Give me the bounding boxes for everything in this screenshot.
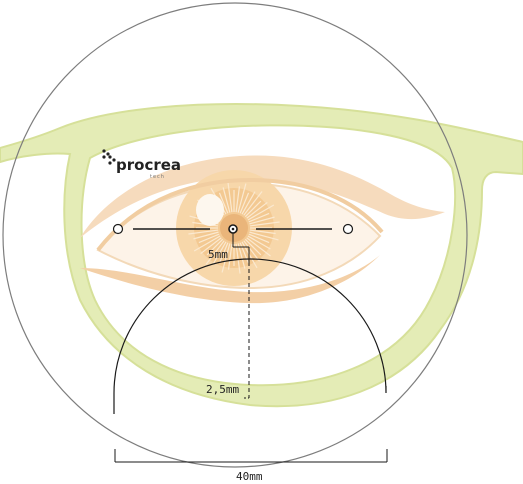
iris-ray — [247, 204, 275, 221]
vertical-drop-label: 2,5mm — [206, 383, 239, 396]
lower-lash — [80, 255, 380, 304]
logo-arrow-icon — [102, 149, 116, 165]
iris-ray — [188, 229, 219, 235]
iris-ray — [205, 240, 225, 265]
lens-outline — [2, 2, 468, 468]
segment-arc — [113, 258, 387, 414]
iris-ray — [193, 235, 221, 252]
iris-ray — [235, 243, 241, 274]
glasses-frame — [0, 103, 523, 408]
iris-ray — [247, 235, 271, 250]
iris-ray — [246, 201, 268, 219]
iris-ray — [221, 243, 231, 273]
iris-ray — [239, 192, 250, 214]
iris-ray — [193, 231, 219, 240]
eyebrow-sweep — [80, 155, 445, 238]
iris-ray — [246, 237, 271, 257]
iris-ray — [248, 233, 270, 244]
iris-ray — [227, 182, 233, 213]
iris-ray — [237, 243, 246, 269]
iris-ray — [249, 221, 280, 227]
logo-sub: tech — [150, 174, 165, 180]
iris-ray — [239, 242, 250, 264]
iris-ray — [222, 187, 231, 213]
logo-name: procrea — [116, 156, 181, 174]
iris-ray — [244, 238, 262, 256]
pupil-offset-label: 5mm — [208, 248, 228, 261]
iris-ray — [241, 191, 256, 215]
iris-ray — [237, 183, 247, 213]
iris-ray — [198, 233, 220, 244]
iris-ray — [249, 229, 276, 235]
iris-ray — [235, 186, 241, 213]
width-dimension — [114, 449, 388, 463]
iris-ray — [243, 240, 261, 262]
right-marker — [342, 223, 354, 235]
iris-ray — [243, 191, 263, 216]
iris-ray — [249, 231, 279, 241]
iris-ray — [244, 200, 262, 218]
upper-lid — [96, 177, 384, 252]
iris-ray — [249, 216, 275, 225]
eye-highlight — [196, 194, 224, 226]
width-label: 40mm — [236, 470, 263, 483]
frame-shape — [0, 103, 523, 408]
procrea-logo: procrea tech — [102, 149, 181, 180]
pupil-distance-line — [112, 223, 354, 235]
iris-ray — [212, 241, 227, 265]
iris-ray — [248, 212, 270, 223]
iris-ray — [218, 192, 229, 214]
iris-ray — [218, 242, 229, 264]
iris-ray — [206, 238, 224, 256]
left-marker — [112, 223, 124, 235]
iris-ray — [227, 243, 233, 270]
iris-ray — [200, 237, 222, 255]
